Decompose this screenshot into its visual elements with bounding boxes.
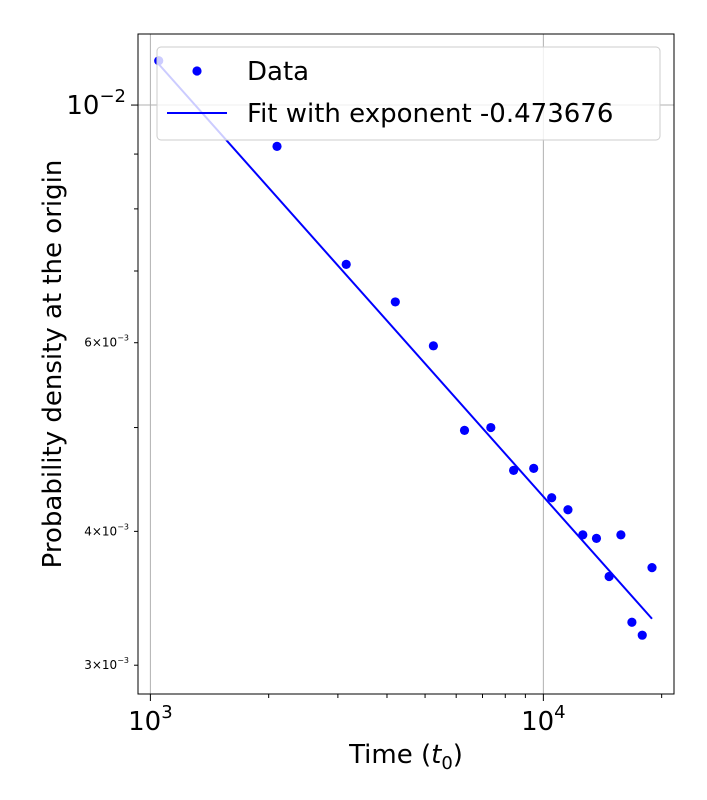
x-axis-label: Time (t0) — [348, 740, 463, 774]
y-minor-tick-label: 6×10−3 — [84, 334, 129, 350]
axis-labels: Time (t0) Probability density at the ori… — [38, 160, 463, 774]
legend-label-data: Data — [247, 57, 309, 87]
data-point — [616, 530, 626, 540]
y-axis-label: Probability density at the origin — [38, 160, 68, 569]
fit-line — [157, 63, 653, 620]
data-point — [341, 259, 351, 270]
legend-box — [156, 46, 661, 141]
legend-label-fit: Fit with exponent -0.473676 — [247, 99, 613, 129]
data-point — [637, 630, 647, 640]
data-point — [578, 530, 588, 540]
data-point — [627, 617, 637, 627]
x-tick-label: 104 — [521, 702, 566, 737]
data-point — [604, 571, 614, 582]
y-tick-label: 10−2 — [66, 86, 126, 121]
data-point — [486, 422, 496, 433]
data-point — [529, 463, 539, 473]
data-point — [390, 297, 400, 307]
axes-frame — [137, 33, 675, 695]
x-tick-label: 103 — [128, 702, 173, 737]
plot-area: 103 104 10−2 6×10−3 4×10−3 3×10−3 — [66, 33, 675, 737]
data-point — [563, 505, 573, 515]
y-minor-tick-label: 3×10−3 — [84, 656, 129, 672]
legend-marker-data — [192, 66, 202, 76]
data-point — [591, 533, 602, 543]
legend: Data Fit with exponent -0.473676 — [156, 46, 661, 141]
data-point — [547, 493, 557, 503]
data-point — [459, 425, 470, 435]
data-point — [428, 341, 438, 351]
data-point — [509, 465, 519, 476]
data-point — [647, 563, 657, 573]
data-point — [272, 141, 282, 151]
y-minor-tick-label: 4×10−3 — [84, 522, 129, 538]
